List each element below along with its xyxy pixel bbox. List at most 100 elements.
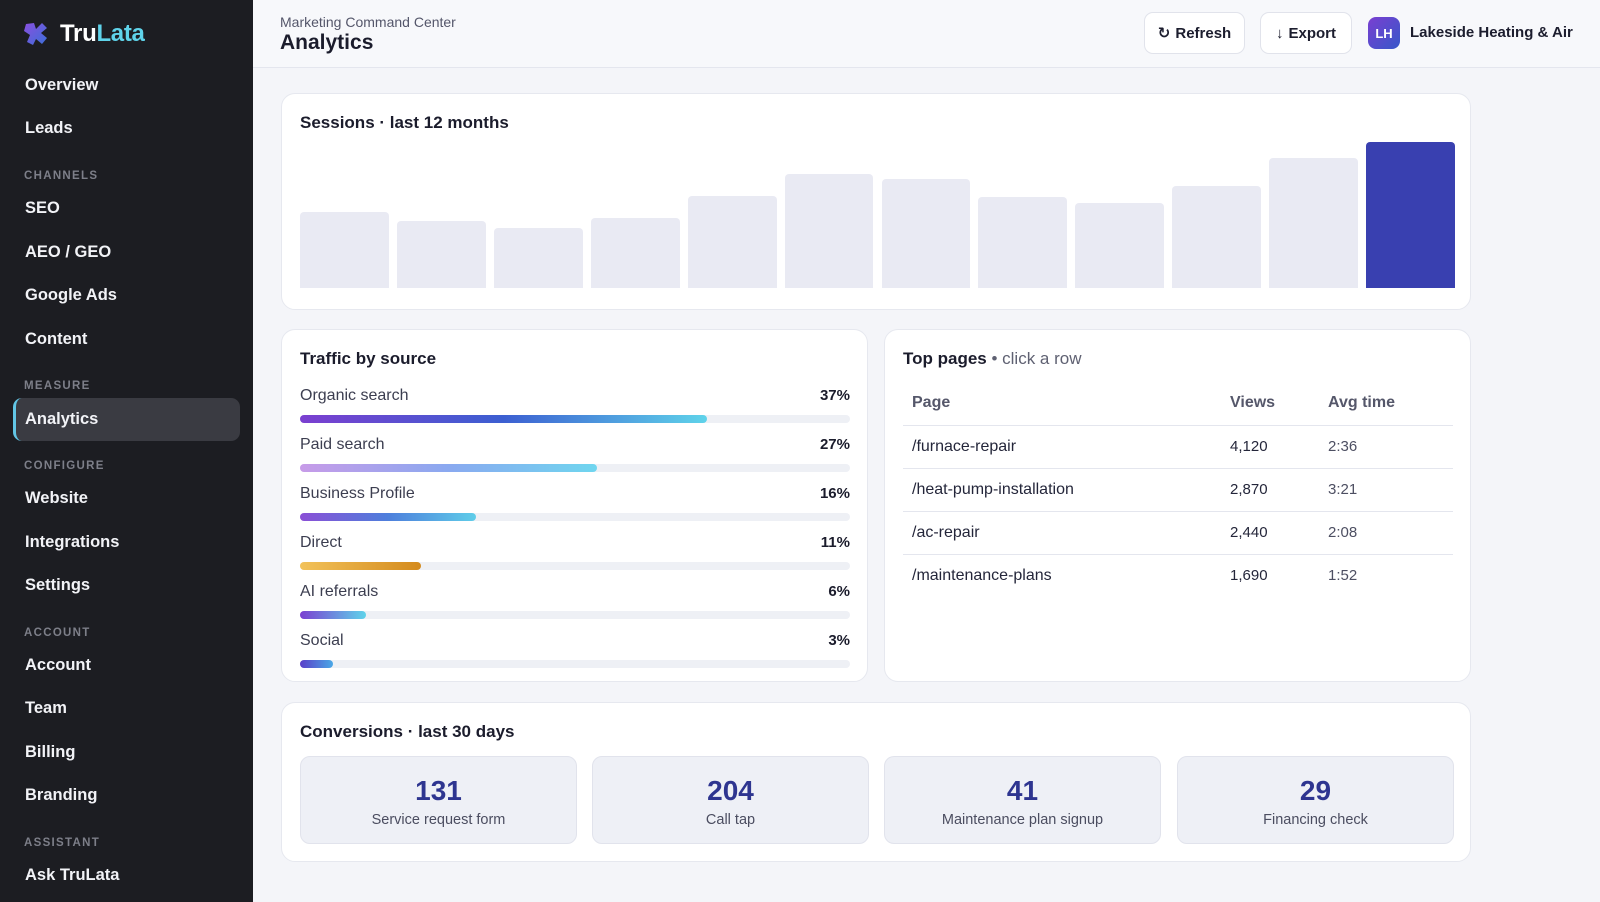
page-views: 2,870	[1221, 468, 1319, 512]
page-path: /ac-repair	[903, 511, 1221, 555]
traffic-source-label: Social	[300, 632, 344, 649]
page-views: 4,120	[1221, 425, 1319, 469]
brand-name: TruLata	[60, 20, 145, 47]
sidebar-item-aeo-geo[interactable]: AEO / GEO	[25, 243, 112, 261]
breadcrumb: Marketing Command Center	[280, 14, 456, 30]
sidebar-item-google-ads[interactable]: Google Ads	[25, 286, 117, 304]
nav-section-measure: MEASURE	[24, 380, 91, 392]
sidebar-item-overview[interactable]: Overview	[25, 76, 99, 94]
conversion-tile: 131 Service request form	[300, 756, 577, 844]
sidebar-item-billing[interactable]: Billing	[25, 743, 76, 761]
top-pages-hint: • click a row	[986, 349, 1082, 368]
traffic-source-percent: 16%	[819, 485, 850, 502]
sessions-bar[interactable]	[978, 197, 1068, 288]
nav-section-account: ACCOUNT	[24, 627, 91, 639]
traffic-source-bar	[300, 660, 333, 668]
sessions-bar[interactable]	[493, 228, 583, 288]
traffic-source-bar	[300, 513, 476, 521]
traffic-source-row: AI referrals 6%	[300, 583, 850, 627]
sidebar-item-website[interactable]: Website	[25, 489, 88, 507]
traffic-source-label: AI referrals	[300, 583, 379, 600]
export-label: Export	[1288, 24, 1336, 42]
traffic-source-label: Paid search	[300, 436, 385, 453]
conversions-title: Conversions · last 30 days	[300, 722, 515, 741]
conversion-value: 41	[1006, 775, 1039, 806]
sidebar-item-content[interactable]: Content	[25, 330, 88, 348]
conversion-label: Service request form	[371, 812, 506, 828]
sessions-bar[interactable]	[1269, 158, 1359, 288]
conversions-card: Conversions · last 30 days 131 Service r…	[281, 702, 1471, 862]
conversion-tile: 41 Maintenance plan signup	[884, 756, 1161, 844]
sidebar-item-team[interactable]: Team	[25, 699, 67, 717]
col-avg-time: Avg time	[1319, 382, 1453, 426]
traffic-source-percent: 37%	[819, 387, 850, 404]
traffic-source-label: Business Profile	[300, 485, 415, 502]
page-avg-time: 2:08	[1319, 511, 1453, 555]
export-button[interactable]: ↓ Export	[1260, 12, 1352, 54]
sidebar-item-ask-trulata[interactable]: Ask TruLata	[25, 866, 120, 884]
sidebar-item-analytics[interactable]: Analytics	[13, 398, 240, 441]
sessions-bar[interactable]	[396, 220, 486, 288]
traffic-source-track	[300, 611, 850, 619]
sidebar-item-branding[interactable]: Branding	[25, 786, 98, 804]
top-pages-table: Page Views Avg time /furnace-repair 4,12…	[903, 382, 1453, 597]
traffic-source-track	[300, 562, 850, 570]
conversion-tile: 29 Financing check	[1177, 756, 1454, 844]
sessions-bar[interactable]	[1172, 185, 1262, 288]
sessions-bar[interactable]	[881, 178, 971, 288]
org-avatar[interactable]: LH	[1368, 17, 1400, 49]
traffic-source-row: Paid search 27%	[300, 436, 850, 480]
traffic-source-track	[300, 415, 850, 423]
conversion-tile: 204 Call tap	[592, 756, 869, 844]
arrow-down-icon: ↓	[1275, 24, 1284, 42]
col-page: Page	[903, 382, 1221, 426]
org-name[interactable]: Lakeside Heating & Air	[1410, 24, 1573, 41]
table-row[interactable]: /furnace-repair 4,120 2:36	[903, 425, 1453, 469]
page-path: /heat-pump-installation	[903, 468, 1221, 512]
traffic-source-percent: 6%	[828, 583, 850, 600]
sidebar-item-leads[interactable]: Leads	[25, 119, 73, 137]
traffic-source-row: Social 3%	[300, 632, 850, 676]
sessions-card: Sessions · last 12 months	[281, 93, 1471, 310]
traffic-source-row: Organic search 37%	[300, 387, 850, 431]
table-row[interactable]: /ac-repair 2,440 2:08	[903, 511, 1453, 555]
table-row[interactable]: /maintenance-plans 1,690 1:52	[903, 554, 1453, 597]
traffic-source-track	[300, 513, 850, 521]
sessions-bar[interactable]	[784, 174, 874, 288]
page-path: /maintenance-plans	[912, 566, 1052, 584]
conversion-value: 29	[1299, 775, 1332, 806]
traffic-source-card: Traffic by source Organic search 37% Paid …	[281, 329, 868, 682]
conversion-value: 131	[415, 775, 462, 806]
page-views: 2,440	[1221, 511, 1319, 555]
refresh-button[interactable]: ↻ Refresh	[1144, 12, 1245, 54]
nav-section-configure: CONFIGURE	[24, 460, 105, 472]
table-row[interactable]: /heat-pump-installation 2,870 3:21	[903, 468, 1453, 512]
page-avg-time: 3:21	[1319, 468, 1453, 512]
sidebar-item-account[interactable]: Account	[25, 656, 91, 674]
sessions-bar[interactable]	[590, 217, 680, 288]
page-path: /furnace-repair	[903, 425, 1221, 469]
top-pages-title: Top pages • click a row	[903, 349, 1082, 368]
nav-section-channels: CHANNELS	[24, 170, 99, 182]
refresh-label: Refresh	[1175, 24, 1232, 42]
page-avg-time: 2:36	[1319, 425, 1453, 469]
traffic-source-row: Direct 11%	[300, 534, 850, 578]
traffic-source-bar	[300, 415, 707, 423]
sidebar: TruLata Overview Leads CHANNELS SEO AEO …	[0, 0, 253, 902]
traffic-source-label: Organic search	[300, 387, 409, 404]
sidebar-item-seo[interactable]: SEO	[25, 199, 60, 217]
traffic-source-bar	[300, 464, 597, 472]
sessions-title: Sessions · last 12 months	[300, 113, 509, 132]
sidebar-item-settings[interactable]: Settings	[25, 576, 91, 594]
sidebar-item-integrations[interactable]: Integrations	[25, 533, 120, 551]
top-pages-card: Top pages • click a row Page Views Avg t…	[884, 329, 1471, 682]
brand-logo[interactable]: TruLata	[22, 20, 145, 48]
conversion-label: Maintenance plan signup	[941, 812, 1104, 828]
traffic-source-percent: 3%	[828, 632, 850, 649]
sessions-bar[interactable]	[1075, 203, 1165, 288]
traffic-source-bar	[300, 562, 421, 570]
sessions-bar[interactable]	[1366, 142, 1455, 288]
sessions-bar[interactable]	[687, 196, 777, 288]
traffic-source-track	[300, 660, 850, 668]
sessions-bar[interactable]	[300, 212, 389, 288]
